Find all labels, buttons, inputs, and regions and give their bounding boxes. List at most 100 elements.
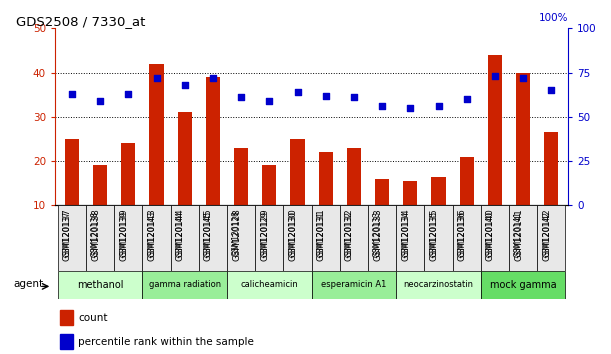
Bar bbox=[319, 152, 333, 250]
Bar bbox=[396, 205, 425, 271]
Bar bbox=[206, 77, 220, 250]
Bar bbox=[290, 139, 304, 250]
Point bbox=[546, 87, 556, 93]
Point bbox=[434, 103, 444, 109]
Text: GSM120134: GSM120134 bbox=[401, 209, 411, 261]
Bar bbox=[178, 113, 192, 250]
Bar bbox=[170, 205, 199, 271]
Bar bbox=[425, 205, 453, 271]
Bar bbox=[227, 205, 255, 271]
Text: calicheamicin: calicheamicin bbox=[241, 280, 298, 290]
Text: GSM120128: GSM120128 bbox=[232, 209, 241, 261]
Bar bbox=[481, 205, 509, 271]
Bar bbox=[121, 143, 136, 250]
Bar bbox=[255, 205, 284, 271]
Point bbox=[518, 75, 528, 81]
Text: GSM120140: GSM120140 bbox=[486, 211, 495, 257]
Bar bbox=[227, 271, 312, 299]
Bar bbox=[481, 271, 565, 299]
Text: GSM120137: GSM120137 bbox=[63, 209, 72, 261]
Bar bbox=[262, 166, 276, 250]
Bar bbox=[58, 271, 142, 299]
Point bbox=[293, 89, 302, 95]
Text: 100%: 100% bbox=[539, 13, 568, 23]
Bar bbox=[453, 205, 481, 271]
Text: GSM120133: GSM120133 bbox=[373, 209, 382, 261]
Text: GSM120131: GSM120131 bbox=[316, 211, 326, 257]
Point bbox=[152, 75, 161, 81]
Point bbox=[236, 95, 246, 100]
Point bbox=[377, 103, 387, 109]
Bar bbox=[459, 156, 474, 250]
Point bbox=[180, 82, 189, 88]
Text: GSM120145: GSM120145 bbox=[204, 211, 213, 257]
Bar bbox=[234, 148, 248, 250]
Bar bbox=[537, 205, 565, 271]
Text: gamma radiation: gamma radiation bbox=[148, 280, 221, 290]
Text: esperamicin A1: esperamicin A1 bbox=[321, 280, 387, 290]
Bar bbox=[403, 181, 417, 250]
Text: GSM120133: GSM120133 bbox=[373, 211, 382, 257]
Text: GSM120130: GSM120130 bbox=[288, 211, 298, 257]
Text: GSM120130: GSM120130 bbox=[288, 209, 298, 261]
Text: GSM120132: GSM120132 bbox=[345, 211, 354, 257]
Text: percentile rank within the sample: percentile rank within the sample bbox=[78, 337, 254, 347]
Bar bbox=[340, 205, 368, 271]
Bar bbox=[86, 205, 114, 271]
Text: GSM120144: GSM120144 bbox=[176, 211, 185, 257]
Text: GSM120129: GSM120129 bbox=[260, 209, 269, 261]
Point bbox=[490, 73, 500, 79]
Text: GSM120132: GSM120132 bbox=[345, 209, 354, 261]
Bar bbox=[60, 334, 73, 349]
Bar bbox=[58, 205, 86, 271]
Text: GSM120140: GSM120140 bbox=[486, 209, 495, 261]
Text: GSM120138: GSM120138 bbox=[91, 209, 100, 261]
Text: GSM120139: GSM120139 bbox=[119, 209, 128, 261]
Text: GSM120141: GSM120141 bbox=[514, 209, 523, 261]
Text: GSM120142: GSM120142 bbox=[543, 211, 551, 257]
Bar bbox=[199, 205, 227, 271]
Text: GSM120135: GSM120135 bbox=[430, 211, 439, 257]
Bar bbox=[114, 205, 142, 271]
Bar bbox=[284, 205, 312, 271]
Text: GSM120129: GSM120129 bbox=[260, 211, 269, 257]
Text: GSM120128: GSM120128 bbox=[232, 211, 241, 256]
Bar bbox=[431, 177, 445, 250]
Text: mock gamma: mock gamma bbox=[490, 280, 557, 290]
Point bbox=[265, 98, 274, 104]
Bar bbox=[312, 205, 340, 271]
Bar bbox=[312, 271, 396, 299]
Text: GSM120138: GSM120138 bbox=[91, 211, 100, 257]
Text: GSM120143: GSM120143 bbox=[147, 211, 156, 257]
Text: GSM120136: GSM120136 bbox=[458, 211, 467, 257]
Text: GSM120131: GSM120131 bbox=[316, 209, 326, 261]
Bar bbox=[488, 55, 502, 250]
Bar bbox=[142, 271, 227, 299]
Text: GSM120136: GSM120136 bbox=[458, 209, 467, 261]
Point bbox=[406, 105, 415, 111]
Point bbox=[349, 95, 359, 100]
Text: GSM120144: GSM120144 bbox=[176, 209, 185, 261]
Point bbox=[123, 91, 133, 97]
Text: GSM120142: GSM120142 bbox=[543, 209, 551, 261]
Text: neocarzinostatin: neocarzinostatin bbox=[403, 280, 474, 290]
Text: GSM120143: GSM120143 bbox=[147, 209, 156, 261]
Bar bbox=[544, 132, 558, 250]
Point bbox=[208, 75, 218, 81]
Bar bbox=[142, 205, 170, 271]
Bar bbox=[509, 205, 537, 271]
Bar bbox=[375, 179, 389, 250]
Bar bbox=[347, 148, 361, 250]
Bar bbox=[60, 310, 73, 325]
Bar bbox=[516, 73, 530, 250]
Point bbox=[95, 98, 105, 104]
Text: GSM120135: GSM120135 bbox=[430, 209, 439, 261]
Text: GSM120134: GSM120134 bbox=[401, 211, 411, 257]
Bar bbox=[93, 166, 107, 250]
Text: GSM120145: GSM120145 bbox=[204, 209, 213, 261]
Text: methanol: methanol bbox=[77, 280, 123, 290]
Text: count: count bbox=[78, 313, 108, 323]
Text: GSM120141: GSM120141 bbox=[514, 211, 523, 257]
Point bbox=[67, 91, 77, 97]
Text: GSM120139: GSM120139 bbox=[119, 211, 128, 257]
